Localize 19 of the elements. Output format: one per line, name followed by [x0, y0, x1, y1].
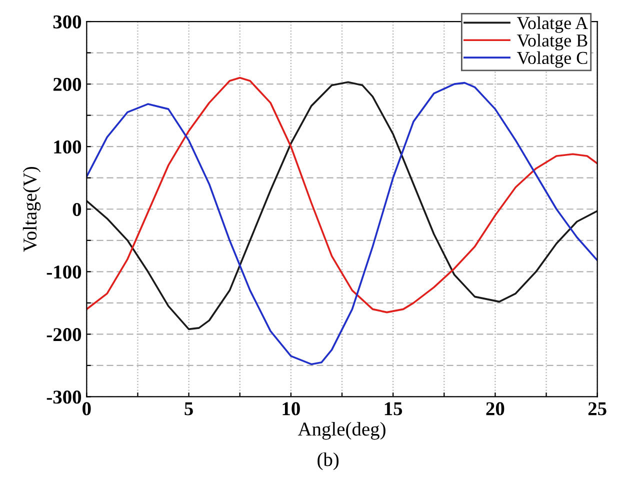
legend-label: Volatge B: [516, 34, 588, 50]
y-axis-title: Voltage(V): [22, 166, 41, 252]
x-tick-label: 15: [384, 402, 402, 416]
y-tick-label: -200: [46, 328, 82, 342]
x-tick-label: 20: [486, 402, 504, 416]
x-tick-label: 5: [184, 402, 193, 416]
x-tick-label: 10: [282, 402, 300, 416]
x-tick-label: 0: [82, 402, 91, 416]
y-tick-label: 0: [72, 202, 82, 216]
y-tick-label: 100: [54, 140, 82, 154]
legend-label: Volatge A: [516, 16, 588, 33]
x-axis-title: Angle(deg): [298, 422, 386, 440]
y-tick-label: 300: [53, 15, 82, 28]
y-tick-label: 200: [53, 78, 82, 91]
y-tick-label: -100: [46, 265, 82, 279]
text: (b): [318, 452, 339, 470]
y-tick-label: -300: [46, 390, 82, 404]
x-tick-label: 25: [588, 402, 606, 416]
legend-label: Volatge C: [516, 51, 588, 68]
